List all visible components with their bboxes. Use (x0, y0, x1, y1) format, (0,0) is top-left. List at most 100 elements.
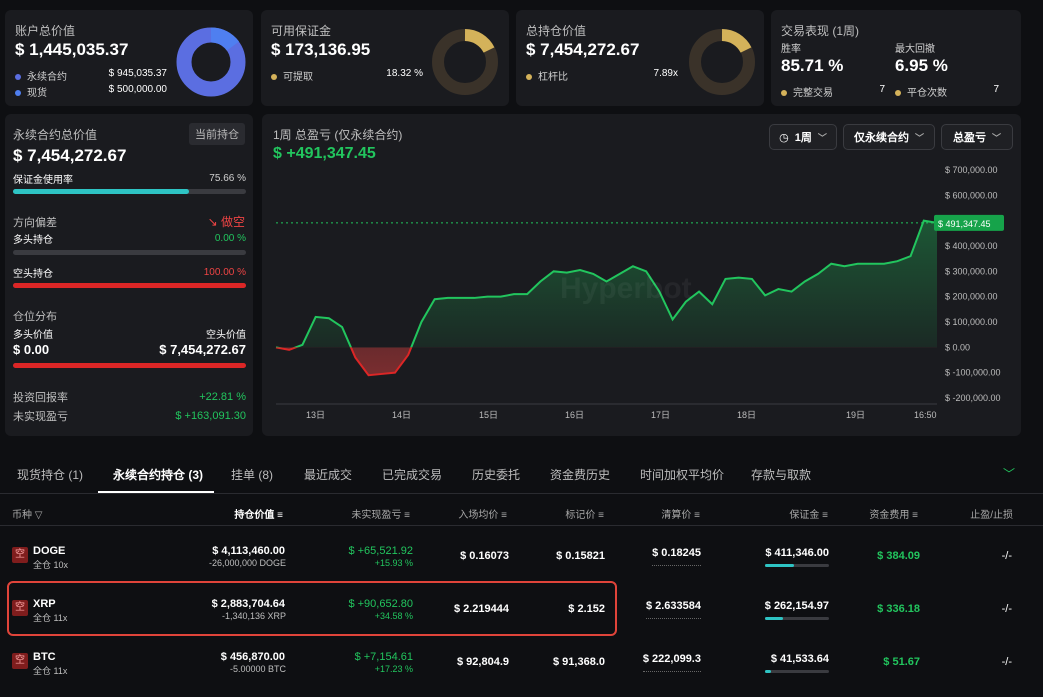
last-value-label: $ 491,347.45 (938, 219, 991, 229)
position-qty: -5.00000 BTC (229, 664, 286, 674)
collapse-chevron-icon[interactable]: ﹀ (1003, 467, 1016, 481)
tab-0[interactable]: 现货持仓 (1) (17, 468, 84, 482)
margin-value: $ 262,154.97 (764, 600, 829, 612)
x-tick-label: 18日 (737, 410, 756, 420)
mark-price: $ 2.152 (568, 603, 605, 615)
mark-price: $ 91,368.0 (553, 656, 605, 668)
tab-3[interactable]: 最近成交 (304, 468, 353, 482)
chart-value: $ +491,347.45 (273, 145, 376, 162)
bias-value: ↘ 做空 (207, 215, 245, 229)
winrate-value: 85.71 % (781, 56, 844, 75)
perp-value: $ 7,454,272.67 (13, 146, 127, 165)
clock-icon: ◷ (779, 131, 789, 144)
account-label: 账户总价值 (15, 24, 76, 38)
period-select[interactable]: ◷ 1周 ﹀ (769, 124, 837, 150)
tab-7[interactable]: 时间加权平均价 (640, 468, 725, 482)
margin-bar (765, 564, 829, 567)
margin-value: $ 41,533.64 (770, 653, 829, 665)
col-header-1[interactable]: 持仓价值 ≡ (234, 510, 283, 521)
col-header-0[interactable]: 币种 ▽ (12, 510, 43, 521)
margin-usage-bar (13, 189, 246, 194)
margin-mode: 全仓 10x (33, 560, 69, 570)
y-tick-label: $ 400,000.00 (945, 241, 998, 251)
y-tick-label: $ -100,000.00 (945, 368, 1001, 378)
account-legend-perp: 永续合约 $ 945,035.37 (15, 68, 167, 83)
x-tick-label: 13日 (306, 410, 325, 420)
even-dot (895, 90, 901, 97)
coin-name[interactable]: XRP (33, 598, 56, 610)
unrealized-pnl: $ +65,521.92 (348, 545, 413, 557)
scope-select[interactable]: 仅永续合约 ﹀ (843, 124, 935, 150)
dist-labels-row: 多头价值 空头价值 (13, 330, 246, 341)
y-tick-label: $ 0.00 (945, 342, 970, 352)
completed-dot (781, 90, 787, 97)
perp-card: 永续合约总价值 当前持仓 $ 7,454,272.67 保证金使用率 75.66 … (5, 114, 253, 436)
drawdown-value: 6.95 % (895, 56, 948, 75)
margin-label: 可用保证金 (271, 24, 332, 38)
entry-price: $ 2.219444 (453, 603, 509, 615)
coin-name[interactable]: BTC (33, 651, 56, 663)
mark-price: $ 0.15821 (556, 550, 605, 562)
chevron-down-icon: ﹀ (817, 132, 827, 143)
margin-bar (765, 670, 829, 673)
tab-6[interactable]: 资金费历史 (550, 468, 611, 482)
y-tick-label: $ 100,000.00 (945, 317, 998, 327)
col-header-2[interactable]: 未实现盈亏 ≡ (351, 510, 410, 521)
col-header-5[interactable]: 清算价 ≡ (661, 510, 700, 521)
position-qty: -1,340,136 XRP (221, 611, 286, 621)
col-header-4[interactable]: 标记价 ≡ (565, 510, 604, 521)
position-value: $ 7,454,272.67 (526, 40, 640, 59)
perp-badge[interactable]: 当前持仓 (189, 123, 245, 145)
entry-price: $ 92,804.9 (457, 656, 509, 668)
col-header-8[interactable]: 止盈/止损 (970, 510, 1013, 521)
margin-value: $ 411,346.00 (765, 547, 829, 559)
short-row: 空头持仓 100.00 % (13, 267, 246, 280)
dist-values-row: $ 0.00 $ 7,454,272.67 (13, 342, 246, 357)
tab-5[interactable]: 历史委托 (472, 468, 521, 482)
perp-dot (15, 74, 21, 81)
spot-dot (15, 90, 21, 97)
tabs-divider (0, 493, 1043, 494)
bias-label: 方向偏差 (13, 217, 57, 229)
col-header-7[interactable]: 资金费用 ≡ (869, 510, 918, 521)
funding-fee: $ 336.18 (877, 603, 920, 615)
position-value: $ 4,113,460.00 (212, 545, 285, 557)
coin-name[interactable]: DOGE (33, 545, 66, 557)
funding-fee: $ 384.09 (877, 550, 920, 562)
margin-donut (432, 29, 498, 95)
y-tick-label: $ 200,000.00 (945, 292, 998, 302)
tab-1[interactable]: 永续合约持仓 (3) (113, 468, 204, 482)
x-tick-label: 19日 (846, 410, 865, 420)
tp-sl[interactable]: -/- (1001, 656, 1012, 668)
tab-4[interactable]: 已完成交易 (382, 468, 443, 482)
col-header-3[interactable]: 入场均价 ≡ (458, 510, 507, 521)
unrealized-pnl: $ +90,652.80 (348, 598, 413, 610)
highlight-box (7, 581, 617, 636)
dist-label: 仓位分布 (13, 311, 57, 323)
margin-mode: 全仓 11x (33, 613, 68, 623)
completed-trades: 完整交易 7 (781, 84, 885, 99)
perp-title: 永续合约总价值 (13, 128, 98, 142)
short-badge: 空 (12, 653, 28, 669)
upnl-row: 未实现盈亏 $ +163,091.30 (13, 410, 246, 423)
col-header-6[interactable]: 保证金 ≡ (789, 510, 828, 521)
withdraw-dot (271, 74, 277, 81)
y-tick-label: $ 300,000.00 (945, 266, 998, 276)
position-legend: 杠杆比 7.89x (526, 68, 678, 83)
short-badge: 空 (12, 547, 28, 563)
margin-bar (765, 617, 829, 620)
tab-2[interactable]: 挂单 (8) (231, 468, 274, 482)
tp-sl[interactable]: -/- (1001, 550, 1012, 562)
pnl-area-positive (276, 220, 937, 348)
x-tick-label: 17日 (651, 410, 670, 420)
margin-legend: 可提取 18.32 % (271, 68, 423, 83)
account-legend-spot: 现货 $ 500,000.00 (15, 84, 167, 99)
unrealized-pnl: $ +7,154.61 (354, 651, 413, 663)
tab-8[interactable]: 存款与取款 (751, 468, 812, 482)
pnl-percent: +17.23 % (374, 664, 413, 674)
metric-select[interactable]: 总盈亏 ﹀ (941, 124, 1013, 150)
pnl-line-positive (275, 219, 938, 348)
winrate-label: 胜率 (781, 44, 801, 55)
margin-mode: 全仓 11x (33, 666, 68, 676)
tp-sl[interactable]: -/- (1001, 603, 1012, 615)
